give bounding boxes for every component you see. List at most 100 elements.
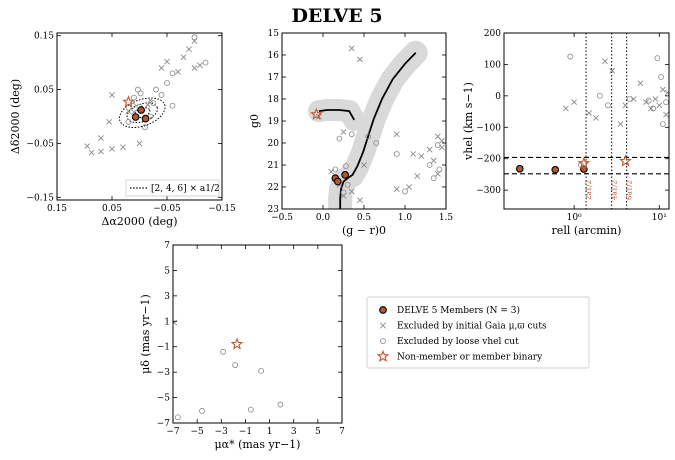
excluded-gaia-point <box>418 153 425 160</box>
excluded-vhel-point <box>426 162 433 168</box>
excluded-vhel-point <box>131 94 137 101</box>
excluded-vhel-point <box>605 102 611 109</box>
y-tick-label: 3 <box>164 292 170 302</box>
excluded-gaia-point <box>175 68 181 75</box>
excluded-gaia-point <box>393 186 400 193</box>
legend-member-marker <box>379 306 387 314</box>
excluded-vhel-point <box>434 142 441 149</box>
excluded-gaia-point <box>586 110 593 117</box>
y-tick-label: −5 <box>157 394 171 404</box>
excluded-vhel-point <box>348 131 355 138</box>
excluded-gaia-point <box>592 114 599 121</box>
excluded-vhel-point <box>365 133 372 140</box>
member-point <box>551 165 560 174</box>
excluded-gaia-point <box>562 105 569 112</box>
excluded-gaia-point <box>88 149 95 156</box>
isochrone-band <box>328 40 428 209</box>
excluded-gaia-point <box>84 143 91 150</box>
excluded-vhel-point <box>277 401 284 408</box>
plot-area <box>173 319 284 421</box>
x-axis-label: Δα2000 (deg) <box>101 215 177 228</box>
excluded-gaia-point <box>438 137 445 144</box>
member-point <box>341 171 349 179</box>
excluded-vhel-point <box>658 74 665 80</box>
excluded-gaia-point <box>656 102 663 109</box>
excluded-gaia-point <box>147 97 154 104</box>
x-tick-label: −7 <box>166 427 180 437</box>
x-tick-label: 1.5 <box>439 213 454 223</box>
excluded-gaia-point <box>414 173 421 179</box>
excluded-vhel-point <box>436 166 443 173</box>
excluded-vhel-point <box>336 135 343 142</box>
excluded-gaia-point <box>664 89 669 96</box>
excluded-gaia-point <box>622 102 629 109</box>
y-tick-label: −300 <box>476 186 501 196</box>
y-tick-label: 1 <box>164 317 170 327</box>
y-tick-label: 5 <box>164 266 170 276</box>
x-tick-label: −0.15 <box>208 204 236 214</box>
y-tick-label: −1 <box>157 343 170 353</box>
excluded-vhel-point <box>169 70 176 77</box>
excluded-vhel-point <box>344 181 351 188</box>
excluded-vhel-point <box>153 86 159 93</box>
excluded-gaia-point <box>356 56 363 63</box>
y-tick-label: 18 <box>268 95 280 105</box>
plot-area <box>504 33 669 209</box>
excluded-gaia-point <box>186 46 192 53</box>
excluded-vhel-point <box>659 121 666 128</box>
plot-area <box>307 40 445 209</box>
excluded-gaia-point <box>109 92 115 98</box>
nonmember-star <box>230 337 244 350</box>
excluded-gaia-point <box>617 121 624 128</box>
excluded-gaia-point <box>426 146 433 153</box>
y-axis-label: vhel (km s−1) <box>462 82 475 161</box>
y-axis-label: Δδ2000 (deg) <box>9 79 22 154</box>
nonmember-star <box>122 95 135 108</box>
member-point <box>515 164 524 173</box>
legend-box <box>366 296 590 369</box>
member-point <box>137 106 145 114</box>
figure-title: DELVE 5 <box>291 5 382 27</box>
y-tick-label: 19 <box>268 117 280 127</box>
excluded-vhel-point <box>142 124 148 131</box>
excluded-gaia-point <box>637 80 644 87</box>
excluded-vhel-point <box>232 362 239 369</box>
panel-spatial: 0.15 0.05 −0.05 −0.15 −0.15 −0.05 0.05 0.15 Δα20… <box>9 32 236 228</box>
excluded-gaia-point <box>663 111 669 118</box>
excluded-gaia-point <box>98 148 104 155</box>
legend-label: Non-member or member binary <box>397 353 543 363</box>
excluded-vhel-point <box>650 105 657 112</box>
excluded-gaia-point <box>191 65 198 71</box>
x-tick-label: −5 <box>191 427 205 437</box>
y-tick-label: −200 <box>476 155 501 165</box>
panel-cmd: −0.5 0.0 0.5 1.0 1.5 15 16 17 18 19 20 21 22 23 (g − r… <box>248 29 453 237</box>
legend-label: Excluded by loose vhel cut <box>397 337 519 347</box>
excluded-gaia-point <box>106 118 113 125</box>
x-tick-label: 10¹ <box>652 213 667 223</box>
y-tick-label: −0.15 <box>26 193 54 203</box>
y-tick-label: 200 <box>484 29 501 39</box>
x-tick-label: 0.05 <box>102 204 122 214</box>
legend-star-marker <box>376 349 390 362</box>
excluded-vhel-point <box>134 86 141 93</box>
excluded-gaia-point <box>393 131 400 138</box>
excluded-gaia-point <box>136 140 143 147</box>
excluded-gaia-point <box>609 67 616 74</box>
x-tick-label: 5 <box>315 427 321 437</box>
excluded-gaia-point <box>180 54 187 61</box>
excluded-gaia-point <box>164 58 170 65</box>
x-tick-label: −3 <box>215 427 229 437</box>
excluded-gaia-point <box>643 99 650 106</box>
x-tick-label: 0.0 <box>316 213 331 223</box>
excluded-vhel-point <box>343 163 349 170</box>
legend-x-marker <box>379 322 387 329</box>
x-tick-label: −0.5 <box>271 213 293 223</box>
member-point <box>333 177 342 186</box>
excluded-vhel-point <box>663 99 669 106</box>
excluded-vhel-point <box>258 367 265 374</box>
excluded-vhel-point <box>596 92 603 99</box>
excluded-gaia-point <box>340 129 347 135</box>
y-tick-label: 0.05 <box>34 86 54 96</box>
member-point <box>131 113 140 121</box>
